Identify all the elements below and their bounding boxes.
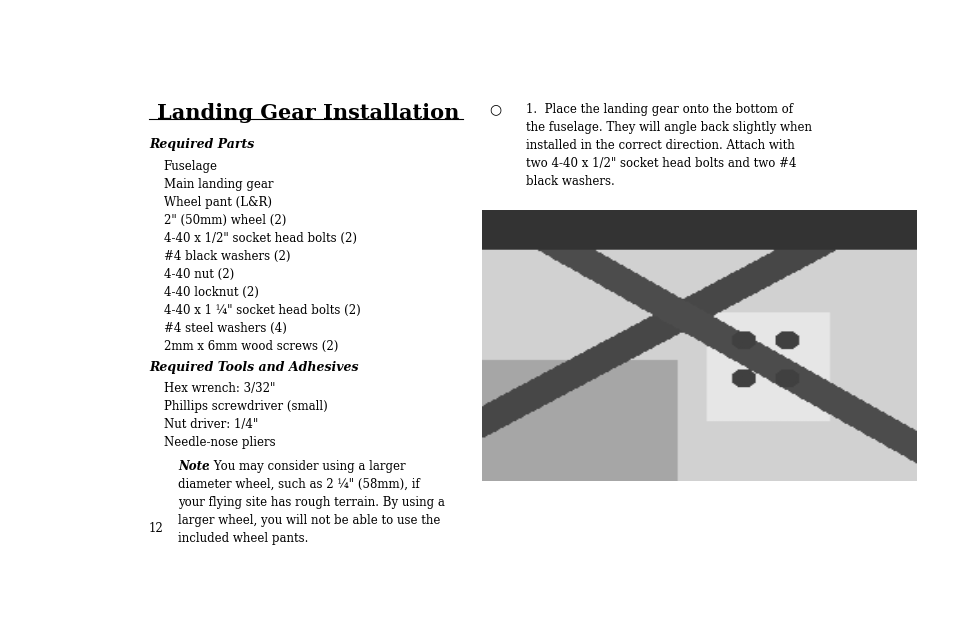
Text: black washers.: black washers. xyxy=(525,175,614,188)
Text: ○: ○ xyxy=(488,102,500,117)
Text: 12: 12 xyxy=(149,522,163,535)
Text: 4-40 nut (2): 4-40 nut (2) xyxy=(164,268,233,281)
Text: : You may consider using a larger: : You may consider using a larger xyxy=(206,460,406,473)
Text: Landing Gear Installation: Landing Gear Installation xyxy=(156,102,458,123)
Text: #4 steel washers (4): #4 steel washers (4) xyxy=(164,322,286,335)
Text: 4-40 x 1 ¼" socket head bolts (2): 4-40 x 1 ¼" socket head bolts (2) xyxy=(164,304,360,317)
Text: 2mm x 6mm wood screws (2): 2mm x 6mm wood screws (2) xyxy=(164,340,337,353)
Text: Required Parts: Required Parts xyxy=(149,138,253,151)
Text: larger wheel, you will not be able to use the: larger wheel, you will not be able to us… xyxy=(178,514,440,527)
Text: your flying site has rough terrain. By using a: your flying site has rough terrain. By u… xyxy=(178,496,445,509)
Text: 4-40 x 1/2" socket head bolts (2): 4-40 x 1/2" socket head bolts (2) xyxy=(164,232,356,245)
Text: two 4-40 x 1/2" socket head bolts and two #4: two 4-40 x 1/2" socket head bolts and tw… xyxy=(525,157,796,170)
Text: Fuselage: Fuselage xyxy=(164,160,217,173)
Text: Required Tools and Adhesives: Required Tools and Adhesives xyxy=(149,360,358,373)
Text: Hex wrench: 3/32": Hex wrench: 3/32" xyxy=(164,382,274,395)
Text: the fuselage. They will angle back slightly when: the fuselage. They will angle back sligh… xyxy=(525,120,811,134)
Text: Nut driver: 1/4": Nut driver: 1/4" xyxy=(164,418,257,431)
Text: Needle-nose pliers: Needle-nose pliers xyxy=(164,436,275,449)
Text: #4 black washers (2): #4 black washers (2) xyxy=(164,250,290,263)
Text: Main landing gear: Main landing gear xyxy=(164,178,273,191)
Text: Phillips screwdriver (small): Phillips screwdriver (small) xyxy=(164,400,327,413)
Text: Note: Note xyxy=(178,460,210,473)
Text: diameter wheel, such as 2 ¼" (58mm), if: diameter wheel, such as 2 ¼" (58mm), if xyxy=(178,478,419,491)
Text: Wheel pant (L&R): Wheel pant (L&R) xyxy=(164,196,272,209)
Text: 1.  Place the landing gear onto the bottom of: 1. Place the landing gear onto the botto… xyxy=(525,102,792,115)
Text: installed in the correct direction. Attach with: installed in the correct direction. Atta… xyxy=(525,139,794,152)
Text: included wheel pants.: included wheel pants. xyxy=(178,532,309,545)
Text: 2" (50mm) wheel (2): 2" (50mm) wheel (2) xyxy=(164,213,286,226)
Text: 4-40 locknut (2): 4-40 locknut (2) xyxy=(164,286,258,299)
